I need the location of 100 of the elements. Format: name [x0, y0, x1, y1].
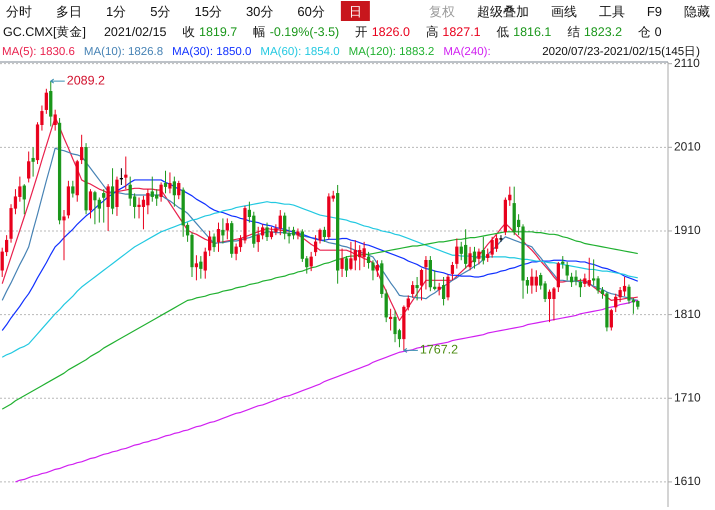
candlestick: [482, 236, 485, 265]
candlestick: [570, 272, 574, 288]
y-tick-label: 2110: [674, 56, 700, 70]
candlestick: [340, 248, 344, 278]
candlestick: [120, 168, 123, 186]
candlestick: [366, 251, 370, 270]
candlestick: [54, 109, 57, 132]
text: MA(30): 1850.0: [172, 46, 252, 58]
text: MA(5): 1830.6: [2, 46, 75, 58]
y-tick-label: 1810: [674, 306, 702, 321]
candlestick: [226, 218, 229, 240]
candlestick: [472, 246, 476, 270]
note: 2089.2: [50, 73, 105, 88]
candlestick: [270, 226, 274, 240]
candlestick: [159, 182, 163, 202]
text: 幅 -0.19%(-3.5): [253, 25, 340, 39]
candlestick: [310, 251, 313, 272]
candlestick: [596, 276, 600, 294]
candlestick: [137, 197, 141, 219]
candlestick: [142, 195, 146, 230]
text: 收 1819.7: [182, 25, 238, 39]
candlestick: [442, 276, 446, 306]
y-tick-label: 1710: [674, 390, 702, 404]
candlestick: [177, 180, 180, 200]
candlestick: [292, 226, 296, 240]
text: 仓 0: [638, 25, 662, 39]
candlestick: [146, 188, 150, 215]
candlestick: [415, 276, 419, 301]
candlestick: [561, 256, 564, 270]
candlestick: [424, 256, 428, 290]
candlestick: [446, 274, 450, 301]
candlestick: [438, 282, 441, 296]
candlestick: [110, 168, 114, 215]
candlestick: [265, 222, 269, 242]
text: 高 1827.1: [426, 24, 481, 39]
candlestick: [221, 218, 225, 244]
candlestick: [22, 184, 26, 215]
annotation: 1767.2: [420, 342, 458, 357]
y-tick-label: 1610: [674, 474, 702, 488]
candlestick: [420, 268, 424, 301]
text: MA(60): 1854.0: [260, 46, 340, 58]
candlestick: [62, 210, 66, 261]
candlestick: [349, 241, 353, 271]
candlestick: [578, 278, 582, 298]
candlestick: [296, 228, 300, 240]
candlestick: [468, 246, 472, 271]
candlestick: [314, 234, 318, 257]
candlestick: [93, 190, 97, 225]
candlestick: [212, 232, 216, 252]
candlestick: [455, 238, 458, 270]
candlestick: [322, 226, 326, 242]
candlestick: [344, 256, 348, 278]
chart-title: GC.CMX[黄金]: [3, 25, 86, 39]
candlestick: [494, 234, 498, 252]
annotation: 2089.2: [66, 73, 106, 88]
candlestick: [622, 276, 626, 297]
candlestick: [477, 248, 481, 265]
candlestick: [208, 230, 212, 257]
text: 低 1816.1: [496, 25, 552, 39]
text: 2020/07/23-2021/02/15(145日): [542, 45, 700, 58]
candlestick: [376, 260, 379, 278]
candlestick: [124, 156, 128, 190]
candlestick: [552, 286, 556, 321]
y-tick-label: 1910: [674, 223, 702, 238]
candlestick: [102, 188, 106, 224]
candlestick: [627, 284, 631, 304]
text: MA(120): 1883.2: [348, 46, 434, 58]
candlestick: [566, 261, 569, 281]
candlestick: [168, 172, 172, 194]
candlestick: [393, 310, 397, 343]
candlestick: [389, 308, 392, 332]
candlestick: [204, 247, 207, 280]
candlestick: [31, 146, 35, 178]
candlestick: [106, 184, 110, 232]
y-tick-label: 2010: [674, 139, 702, 154]
candlestick: [164, 170, 168, 194]
candlestick: [172, 176, 176, 208]
candlestick: [318, 228, 322, 244]
candlestick: [44, 88, 48, 114]
text: MA(10): 1826.8: [84, 46, 164, 58]
candlestick: [574, 270, 578, 286]
note: 1767.2: [402, 342, 458, 357]
candlestick: [27, 151, 30, 183]
candlestick: [610, 308, 613, 332]
candlestick: [194, 254, 198, 281]
text: 2021/02/15: [104, 25, 167, 39]
text: MA(240):: [443, 46, 491, 58]
candlestick: [80, 134, 84, 165]
candlestick: [411, 280, 414, 298]
candlestick: [88, 188, 92, 219]
candlestick: [556, 261, 560, 293]
candlestick: [199, 256, 202, 280]
toolbar: 分时 多日 1分 5分 15分 30分 60分 日 复权 超级叠加 画线 工具 F9 隐藏: [6, 1, 710, 21]
candlestick: [216, 222, 220, 252]
candlestick: [71, 180, 74, 198]
candlestick: [450, 261, 454, 281]
text: 开 1826.0: [355, 25, 410, 39]
candlestick: [548, 289, 552, 323]
candlestick: [371, 260, 375, 281]
text: 结 1823.2: [567, 25, 622, 39]
